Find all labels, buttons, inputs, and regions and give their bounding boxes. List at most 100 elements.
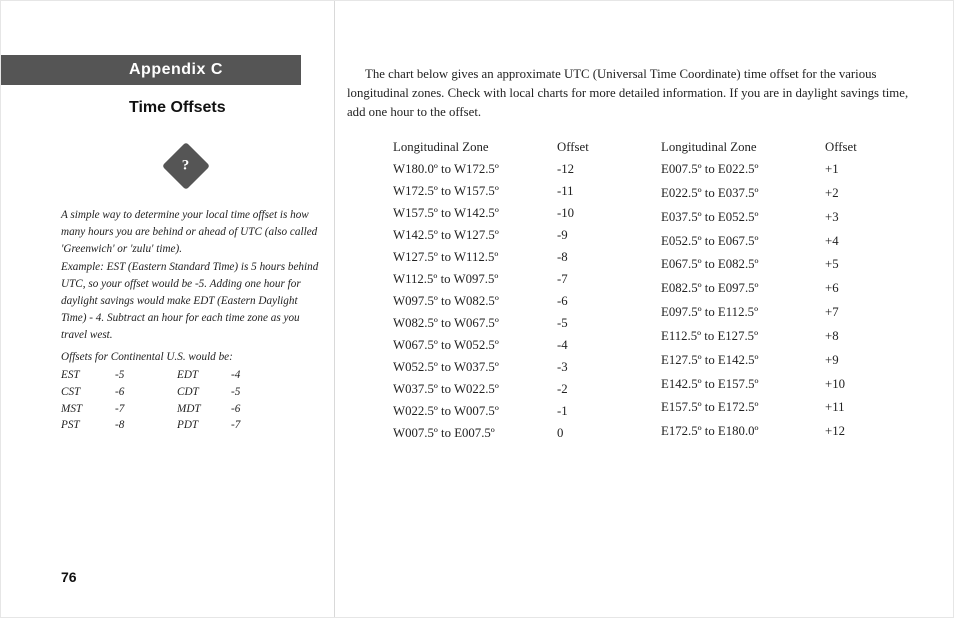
us-std: PST	[61, 417, 115, 434]
sidebar-note: A simple way to determine your local tim…	[61, 207, 319, 345]
zone-offset: +11	[825, 397, 879, 421]
sidebar-note-p1: A simple way to determine your local tim…	[61, 207, 319, 257]
zone-row: W022.5º to W007.5º-1	[393, 401, 611, 423]
zone-row: E052.5º to E067.5º+4	[661, 230, 879, 254]
zone-table-right: Longitudinal Zone Offset E007.5º to E022…	[661, 137, 879, 445]
diamond-glyph: ?	[182, 158, 190, 175]
zone-row: W142.5º to W127.5º-9	[393, 225, 611, 247]
zone-offset: +12	[825, 421, 879, 445]
us-dst-offset: -7	[231, 417, 271, 434]
column-divider	[334, 1, 335, 618]
zone-offset: -9	[557, 225, 611, 247]
us-std-offset: -6	[115, 384, 177, 401]
us-std: EST	[61, 367, 115, 384]
zone-range: E142.5º to E157.5º	[661, 373, 825, 397]
offset-header: Offset	[557, 137, 611, 159]
zone-range: W037.5º to W022.5º	[393, 379, 557, 401]
zone-range: E007.5º to E022.5º	[661, 159, 825, 183]
appendix-label: Appendix C	[1, 55, 301, 85]
zone-row: W007.5º to E007.5º0	[393, 423, 611, 445]
warning-diamond-icon: ?	[169, 149, 203, 183]
zone-offset: -5	[557, 313, 611, 335]
sidebar-column: Appendix C Time Offsets ? A simple way t…	[1, 1, 334, 618]
zone-offset: -10	[557, 203, 611, 225]
zone-header: Longitudinal Zone	[393, 137, 557, 159]
us-offsets-table: EST-5EDT-4CST-6CDT-5MST-7MDT-6PST-8PDT-7	[61, 367, 319, 434]
zone-row: E022.5º to E037.5º+2	[661, 182, 879, 206]
us-offset-row: MST-7MDT-6	[61, 401, 271, 418]
zone-offset: -7	[557, 269, 611, 291]
zone-row: W157.5º to W142.5º-10	[393, 203, 611, 225]
zone-offset: +8	[825, 325, 879, 349]
zone-range: E037.5º to E052.5º	[661, 206, 825, 230]
zone-offset: -12	[557, 159, 611, 181]
zone-range: E157.5º to E172.5º	[661, 397, 825, 421]
zone-offset: -1	[557, 401, 611, 423]
us-offsets-title: Offsets for Continental U.S. would be:	[61, 351, 233, 363]
zone-offset: +3	[825, 206, 879, 230]
zone-row: E067.5º to E082.5º+5	[661, 254, 879, 278]
zone-range: E052.5º to E067.5º	[661, 230, 825, 254]
zone-row: W097.5º to W082.5º-6	[393, 291, 611, 313]
zone-range: W082.5º to W067.5º	[393, 313, 557, 335]
us-offset-row: CST-6CDT-5	[61, 384, 271, 401]
zone-offset: 0	[557, 423, 611, 445]
zone-range: W142.5º to W127.5º	[393, 225, 557, 247]
zone-range: E172.5º to E180.0º	[661, 421, 825, 445]
zone-row: W052.5º to W037.5º-3	[393, 357, 611, 379]
sidebar-note-p2: Example: EST (Eastern Standard Time) is …	[61, 259, 319, 343]
zone-range: E112.5º to E127.5º	[661, 325, 825, 349]
zone-table-left: Longitudinal Zone Offset W180.0º to W172…	[393, 137, 611, 445]
zone-row: E142.5º to E157.5º+10	[661, 373, 879, 397]
zone-range: W172.5º to W157.5º	[393, 181, 557, 203]
zone-row: E097.5º to E112.5º+7	[661, 302, 879, 326]
zone-range: W180.0º to W172.5º	[393, 159, 557, 181]
zone-offset: -4	[557, 335, 611, 357]
zone-row: W082.5º to W067.5º-5	[393, 313, 611, 335]
zone-row: W172.5º to W157.5º-11	[393, 181, 611, 203]
zone-range: E067.5º to E082.5º	[661, 254, 825, 278]
us-dst: MDT	[177, 401, 231, 418]
zone-row: E112.5º to E127.5º+8	[661, 325, 879, 349]
zone-range: E097.5º to E112.5º	[661, 302, 825, 326]
us-offset-row: EST-5EDT-4	[61, 367, 271, 384]
zone-range: E022.5º to E037.5º	[661, 182, 825, 206]
us-std-offset: -7	[115, 401, 177, 418]
zone-range: W007.5º to E007.5º	[393, 423, 557, 445]
intro-paragraph: The chart below gives an approximate UTC…	[347, 65, 927, 123]
zone-row: E127.5º to E142.5º+9	[661, 349, 879, 373]
zone-offset: +9	[825, 349, 879, 373]
zones-wrapper: Longitudinal Zone Offset W180.0º to W172…	[347, 137, 927, 445]
zone-offset: -8	[557, 247, 611, 269]
us-dst-offset: -5	[231, 384, 271, 401]
zone-row: W180.0º to W172.5º-12	[393, 159, 611, 181]
page: Appendix C Time Offsets ? A simple way t…	[0, 0, 954, 618]
zone-range: E082.5º to E097.5º	[661, 278, 825, 302]
zone-offset: +7	[825, 302, 879, 326]
zone-range: W022.5º to W007.5º	[393, 401, 557, 423]
us-dst-offset: -4	[231, 367, 271, 384]
zone-range: W127.5º to W112.5º	[393, 247, 557, 269]
zone-header: Longitudinal Zone	[661, 137, 825, 159]
us-offset-row: PST-8PDT-7	[61, 417, 271, 434]
main-column: The chart below gives an approximate UTC…	[347, 65, 927, 445]
zone-row: W112.5º to W097.5º-7	[393, 269, 611, 291]
us-dst: CDT	[177, 384, 231, 401]
us-std-offset: -5	[115, 367, 177, 384]
zone-offset: +10	[825, 373, 879, 397]
zone-range: W052.5º to W037.5º	[393, 357, 557, 379]
zone-range: E127.5º to E142.5º	[661, 349, 825, 373]
zone-range: W067.5º to W052.5º	[393, 335, 557, 357]
zone-offset: -6	[557, 291, 611, 313]
zone-range: W157.5º to W142.5º	[393, 203, 557, 225]
zone-row: E157.5º to E172.5º+11	[661, 397, 879, 421]
us-std: CST	[61, 384, 115, 401]
zone-offset: +6	[825, 278, 879, 302]
zone-offset: -2	[557, 379, 611, 401]
zone-row: E007.5º to E022.5º+1	[661, 159, 879, 183]
section-title: Time Offsets	[129, 99, 226, 117]
page-number: 76	[61, 569, 77, 585]
zone-row: E037.5º to E052.5º+3	[661, 206, 879, 230]
zone-row: W037.5º to W022.5º-2	[393, 379, 611, 401]
zone-offset: +1	[825, 159, 879, 183]
